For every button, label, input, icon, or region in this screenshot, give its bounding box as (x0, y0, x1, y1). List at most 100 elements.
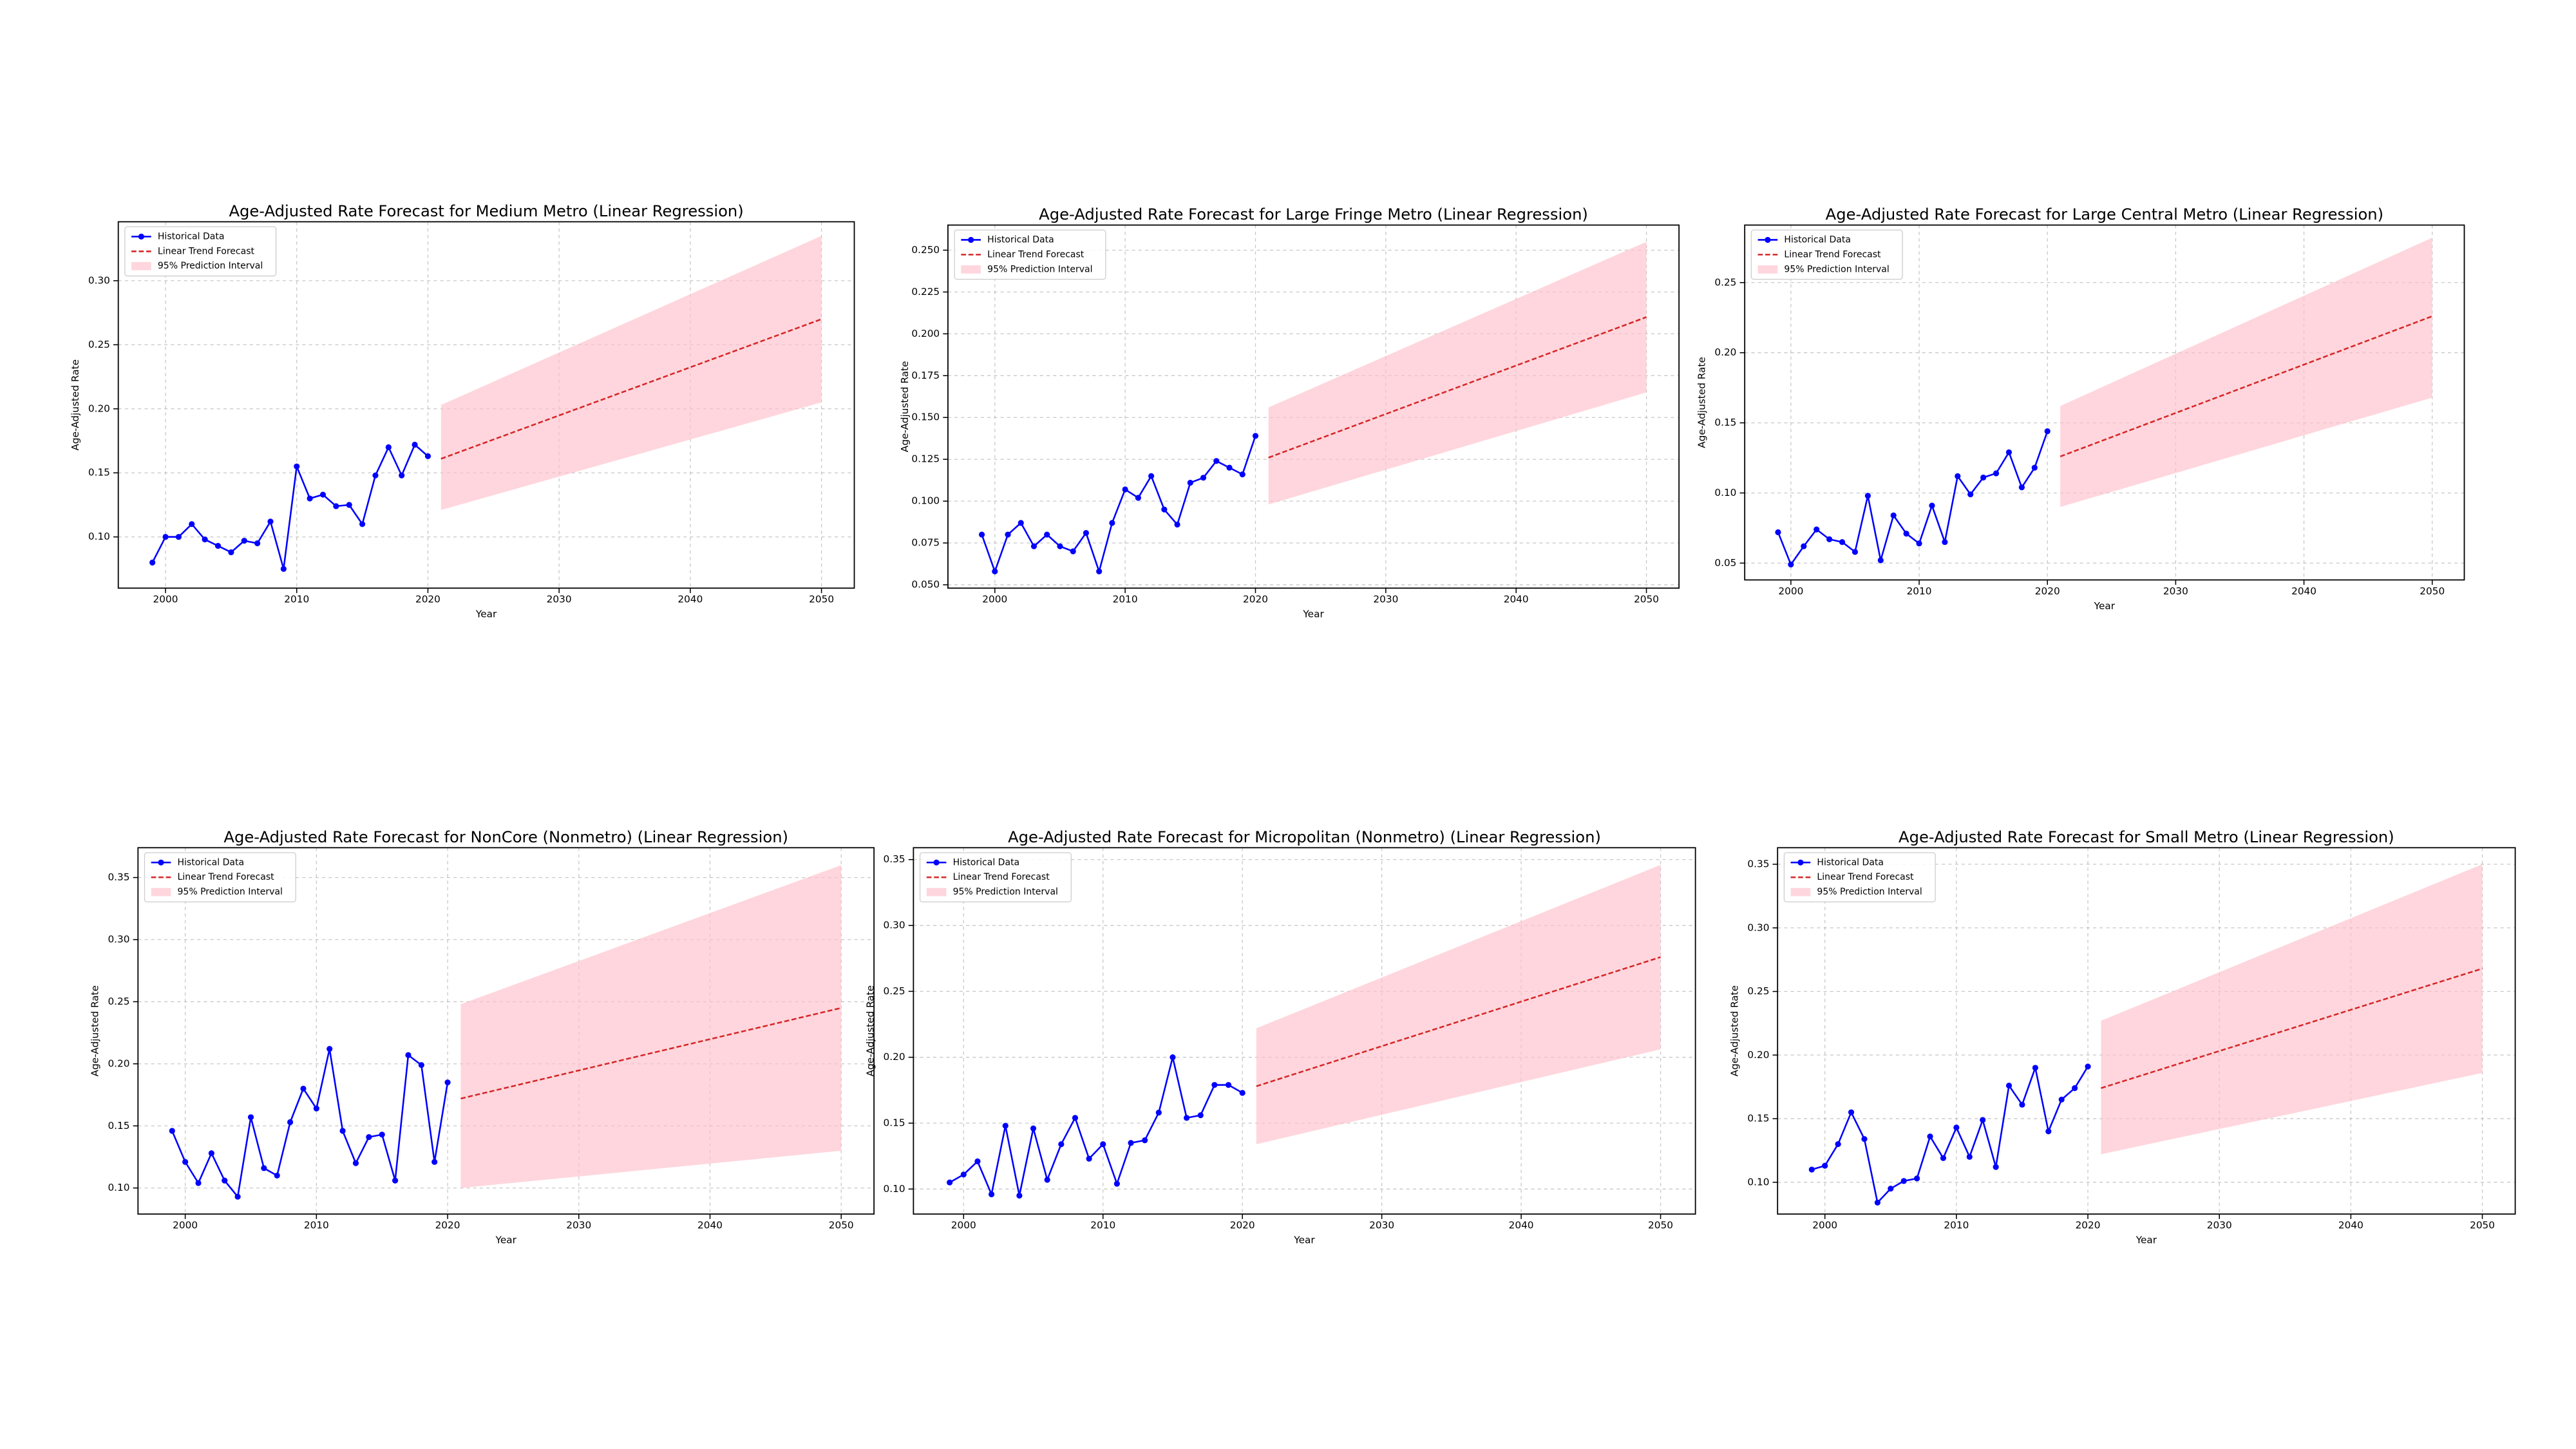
prediction-band (440, 236, 822, 510)
legend-label: 95% Prediction Interval (158, 261, 263, 271)
chart: Age-Adjusted Rate Forecast for Micropoli… (865, 828, 1696, 1246)
legend-marker (158, 859, 164, 866)
y-tick-label: 0.100 (911, 495, 940, 507)
data-point (1835, 1141, 1841, 1148)
data-point (424, 453, 431, 459)
x-axis-label: Year (475, 609, 497, 620)
data-point (319, 491, 327, 498)
data-point (1914, 1175, 1920, 1182)
data-point (254, 540, 261, 547)
data-point (339, 1128, 346, 1134)
legend-label: Historical Data (178, 857, 245, 867)
y-tick-label: 0.200 (911, 328, 940, 339)
prediction-band (1256, 864, 1661, 1144)
data-point (228, 549, 234, 556)
legend-label: Linear Trend Forecast (1784, 249, 1881, 260)
x-axis-label: Year (2136, 1235, 2157, 1246)
data-point (1852, 549, 1859, 555)
data-point (1980, 1117, 1986, 1123)
legend-box (954, 229, 1106, 280)
y-tick-label: 0.20 (884, 1051, 905, 1063)
x-tick-label: 2000 (1812, 1220, 1837, 1231)
data-point (1044, 531, 1050, 538)
data-point (1916, 540, 1922, 547)
x-tick-label: 2010 (1907, 585, 1932, 597)
data-point (1967, 491, 1974, 498)
x-tick-label: 2050 (2420, 585, 2445, 597)
y-tick-label: 0.15 (108, 1120, 129, 1132)
chart-title: Age-Adjusted Rate Forecast for Large Cen… (1826, 205, 2383, 223)
data-point (1890, 512, 1897, 518)
x-tick-label: 2000 (951, 1220, 976, 1231)
data-point (1155, 1110, 1162, 1116)
x-tick-label: 2010 (1944, 1220, 1969, 1231)
legend-label: 95% Prediction Interval (1784, 264, 1889, 274)
x-tick-label: 2010 (1113, 594, 1138, 605)
legend-label: Linear Trend Forecast (953, 872, 1050, 882)
y-tick-label: 0.075 (911, 537, 940, 549)
data-point (1993, 1164, 1999, 1170)
x-tick-label: 2020 (1243, 594, 1268, 605)
y-tick-label: 0.30 (108, 934, 129, 945)
x-tick-label: 2000 (153, 594, 178, 605)
legend-box (124, 226, 277, 277)
data-point (1109, 520, 1115, 526)
y-axis-label: Age-Adjusted Rate (1696, 357, 1707, 448)
legend-label: Linear Trend Forecast (178, 872, 275, 882)
prediction-band (2060, 238, 2432, 507)
legend-label: 95% Prediction Interval (178, 887, 283, 897)
data-point (175, 534, 182, 540)
data-point (974, 1158, 981, 1164)
data-point (1128, 1140, 1134, 1146)
data-line (151, 443, 429, 569)
x-tick-label: 2010 (304, 1220, 329, 1231)
data-point (1086, 1155, 1092, 1162)
data-point (1864, 493, 1871, 499)
x-axis-label: Year (1293, 1235, 1315, 1246)
data-point (1113, 1180, 1120, 1187)
data-point (169, 1128, 175, 1134)
y-tick-label: 0.10 (1747, 1176, 1769, 1188)
data-point (978, 531, 985, 538)
x-tick-label: 2050 (809, 594, 834, 605)
data-point (2058, 1096, 2065, 1103)
y-tick-label: 0.15 (1714, 417, 1736, 428)
legend-box (919, 852, 1072, 903)
y-axis-label: Age-Adjusted Rate (70, 359, 81, 451)
data-point (2072, 1085, 2078, 1092)
y-tick-label: 0.10 (88, 531, 110, 542)
legend-label: 95% Prediction Interval (1817, 887, 1922, 897)
data-point (1184, 1115, 1190, 1121)
plot-frame (1744, 224, 2465, 581)
data-point (1993, 470, 2000, 477)
data-point (1083, 529, 1090, 536)
y-tick-label: 0.25 (1714, 276, 1736, 288)
x-tick-label: 2050 (2470, 1220, 2495, 1231)
data-point (1044, 1177, 1050, 1183)
data-point (1955, 473, 1961, 479)
data-point (405, 1052, 412, 1058)
legend-label: 95% Prediction Interval (953, 887, 1058, 897)
y-tick-label: 0.050 (911, 579, 940, 591)
data-point (189, 521, 195, 527)
chart: Age-Adjusted Rate Forecast for NonCore (… (89, 828, 875, 1246)
chart: Age-Adjusted Rate Forecast for Small Met… (1728, 828, 2516, 1246)
legend-swatch (961, 265, 981, 274)
legend-label: Historical Data (1817, 857, 1884, 867)
y-tick-label: 0.30 (88, 274, 110, 286)
y-tick-label: 0.35 (884, 853, 905, 865)
data-point (261, 1165, 267, 1171)
data-point (313, 1105, 319, 1112)
data-point (1900, 1178, 1907, 1184)
data-point (1096, 568, 1103, 574)
data-point (2044, 428, 2050, 435)
data-point (1174, 521, 1180, 528)
data-point (1888, 1186, 1894, 1192)
legend-swatch (131, 261, 151, 270)
data-point (307, 495, 313, 502)
y-tick-label: 0.20 (1714, 346, 1736, 358)
forecast-line (2101, 967, 2483, 1089)
data-point (1942, 539, 1948, 545)
chart-title: Age-Adjusted Rate Forecast for Micropoli… (1008, 828, 1601, 846)
x-tick-label: 2040 (2291, 585, 2316, 597)
